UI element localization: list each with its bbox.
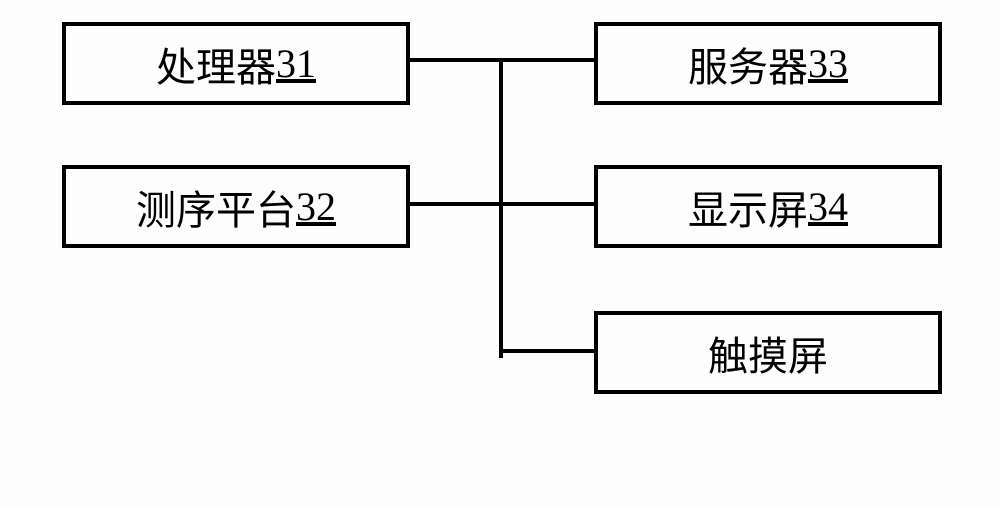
node-server-num: 33: [808, 40, 848, 87]
node-sequencing: 测序平台32: [62, 165, 410, 248]
node-processor: 处理器31: [62, 22, 410, 105]
stub-left-0: [410, 58, 503, 62]
node-processor-label: 处理器: [156, 35, 276, 93]
node-touch-label: 触摸屏: [708, 324, 828, 382]
node-server: 服务器33: [594, 22, 942, 105]
node-display-label: 显示屏: [688, 178, 808, 236]
node-processor-num: 31: [276, 40, 316, 87]
bus-vertical: [499, 58, 503, 358]
node-touch: 触摸屏: [594, 311, 942, 394]
stub-right-1: [499, 202, 594, 206]
node-display: 显示屏34: [594, 165, 942, 248]
stub-right-0: [499, 58, 594, 62]
node-sequencing-num: 32: [296, 183, 336, 230]
node-display-num: 34: [808, 183, 848, 230]
node-server-label: 服务器: [688, 35, 808, 93]
node-sequencing-label: 测序平台: [136, 178, 296, 236]
stub-right-2: [499, 349, 594, 353]
stub-left-1: [410, 202, 503, 206]
